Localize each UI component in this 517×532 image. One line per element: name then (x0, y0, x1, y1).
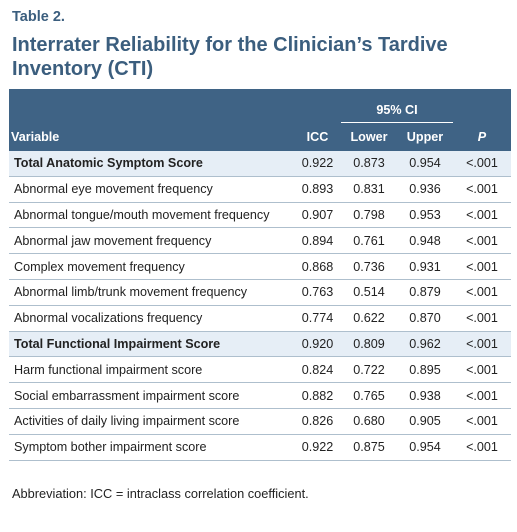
table-row: Abnormal limb/trunk movement frequency 0… (9, 279, 511, 306)
lower-cell: 0.831 (341, 176, 397, 203)
lower-cell: 0.765 (341, 382, 397, 409)
lower-cell: 0.761 (341, 227, 397, 255)
upper-cell: 0.962 (397, 331, 453, 358)
p-cell: <.001 (453, 356, 511, 384)
p-cell: <.001 (453, 202, 511, 229)
icc-column-header: ICC (294, 122, 341, 151)
table-row: Complex movement frequency 0.868 0.736 0… (9, 253, 511, 280)
table-row: Social embarrassment impairment score 0.… (9, 382, 511, 409)
icc-cell: 0.824 (294, 356, 341, 384)
table-row: Symptom bother impairment score 0.922 0.… (9, 434, 511, 461)
icc-cell: 0.826 (294, 408, 341, 435)
variable-cell: Harm functional impairment score (9, 356, 294, 384)
header-spacer (453, 89, 511, 123)
table-body: Total Anatomic Symptom Score 0.922 0.873… (9, 151, 511, 461)
upper-cell: 0.879 (397, 279, 453, 306)
variable-cell: Abnormal vocalizations frequency (9, 305, 294, 332)
lower-cell: 0.722 (341, 356, 397, 384)
p-cell: <.001 (453, 331, 511, 358)
p-cell: <.001 (453, 382, 511, 409)
icc-cell: 0.907 (294, 202, 341, 229)
upper-cell: 0.948 (397, 227, 453, 255)
table-number: Table 2. (12, 9, 65, 25)
p-cell: <.001 (453, 434, 511, 461)
table-row: Abnormal eye movement frequency 0.893 0.… (9, 176, 511, 203)
p-cell: <.001 (453, 176, 511, 203)
upper-cell: 0.936 (397, 176, 453, 203)
icc-cell: 0.920 (294, 331, 341, 358)
variable-cell: Activities of daily living impairment sc… (9, 408, 294, 435)
p-cell: <.001 (453, 151, 511, 177)
variable-column-header: Variable (9, 122, 294, 151)
table-row: Abnormal tongue/mouth movement frequency… (9, 202, 511, 229)
icc-cell: 0.882 (294, 382, 341, 409)
lower-cell: 0.809 (341, 331, 397, 358)
p-cell: <.001 (453, 408, 511, 435)
upper-cell: 0.931 (397, 253, 453, 280)
reliability-table: 95% CI Variable ICC Lower Upper P Total … (9, 89, 511, 461)
upper-cell: 0.870 (397, 305, 453, 332)
upper-cell: 0.954 (397, 434, 453, 461)
icc-cell: 0.893 (294, 176, 341, 203)
variable-cell: Abnormal jaw movement frequency (9, 227, 294, 255)
header-spacer (294, 89, 341, 123)
p-column-header: P (453, 122, 511, 151)
p-cell: <.001 (453, 227, 511, 255)
variable-cell: Total Anatomic Symptom Score (9, 151, 294, 177)
icc-cell: 0.894 (294, 227, 341, 255)
table-row-total-functional: Total Functional Impairment Score 0.920 … (9, 331, 511, 358)
header-spacer (9, 89, 294, 123)
variable-cell: Total Functional Impairment Score (9, 331, 294, 358)
upper-cell: 0.938 (397, 382, 453, 409)
table-header: 95% CI Variable ICC Lower Upper P (9, 89, 511, 151)
p-cell: <.001 (453, 253, 511, 280)
lower-cell: 0.514 (341, 279, 397, 306)
lower-cell: 0.798 (341, 202, 397, 229)
upper-cell: 0.905 (397, 408, 453, 435)
icc-cell: 0.922 (294, 434, 341, 461)
ci-group-header: 95% CI (341, 89, 453, 123)
variable-cell: Abnormal limb/trunk movement frequency (9, 279, 294, 306)
variable-cell: Complex movement frequency (9, 253, 294, 280)
data-table-container: 95% CI Variable ICC Lower Upper P Total … (9, 89, 511, 461)
lower-cell: 0.680 (341, 408, 397, 435)
variable-cell: Abnormal tongue/mouth movement frequency (9, 202, 294, 229)
lower-cell: 0.875 (341, 434, 397, 461)
variable-cell: Symptom bother impairment score (9, 434, 294, 461)
p-cell: <.001 (453, 305, 511, 332)
upper-cell: 0.895 (397, 356, 453, 384)
table-row: Harm functional impairment score 0.824 0… (9, 356, 511, 384)
icc-cell: 0.774 (294, 305, 341, 332)
table-row: Abnormal vocalizations frequency 0.774 0… (9, 305, 511, 332)
variable-cell: Abnormal eye movement frequency (9, 176, 294, 203)
table-row: Abnormal jaw movement frequency 0.894 0.… (9, 227, 511, 255)
table-title: Interrater Reliability for the Clinician… (12, 34, 448, 80)
icc-cell: 0.763 (294, 279, 341, 306)
variable-cell: Social embarrassment impairment score (9, 382, 294, 409)
lower-column-header: Lower (341, 122, 397, 151)
icc-cell: 0.922 (294, 151, 341, 177)
lower-cell: 0.622 (341, 305, 397, 332)
upper-cell: 0.954 (397, 151, 453, 177)
p-cell: <.001 (453, 279, 511, 306)
upper-column-header: Upper (397, 122, 453, 151)
table-footnote: Abbreviation: ICC = intraclass correlati… (12, 486, 309, 501)
upper-cell: 0.953 (397, 202, 453, 229)
table-row: Activities of daily living impairment sc… (9, 408, 511, 435)
lower-cell: 0.873 (341, 151, 397, 177)
icc-cell: 0.868 (294, 253, 341, 280)
lower-cell: 0.736 (341, 253, 397, 280)
table-row-total-anatomic: Total Anatomic Symptom Score 0.922 0.873… (9, 151, 511, 177)
